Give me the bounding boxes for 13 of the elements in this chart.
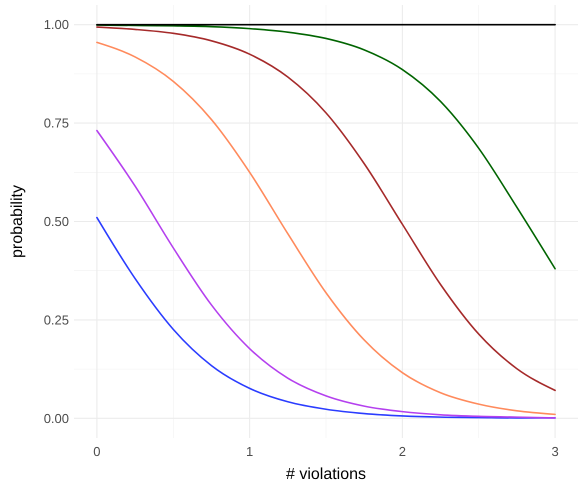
y-tick-label: 0.50 [44, 214, 69, 230]
y-tick-label: 1.00 [44, 17, 69, 32]
y-tick-label: 0.25 [44, 312, 69, 328]
x-tick-label: 2 [398, 444, 406, 459]
y-axis-title: probability [9, 185, 26, 258]
line-series [96, 130, 556, 419]
x-tick-label: 1 [246, 444, 254, 459]
x-axis-title: # violations [286, 466, 366, 483]
x-tick-label: 3 [551, 444, 559, 459]
y-tick-label: 0.75 [44, 116, 69, 131]
y-tick-label: 0.00 [44, 410, 69, 426]
x-tick-label: 0 [93, 444, 101, 459]
line-series [96, 24, 556, 270]
